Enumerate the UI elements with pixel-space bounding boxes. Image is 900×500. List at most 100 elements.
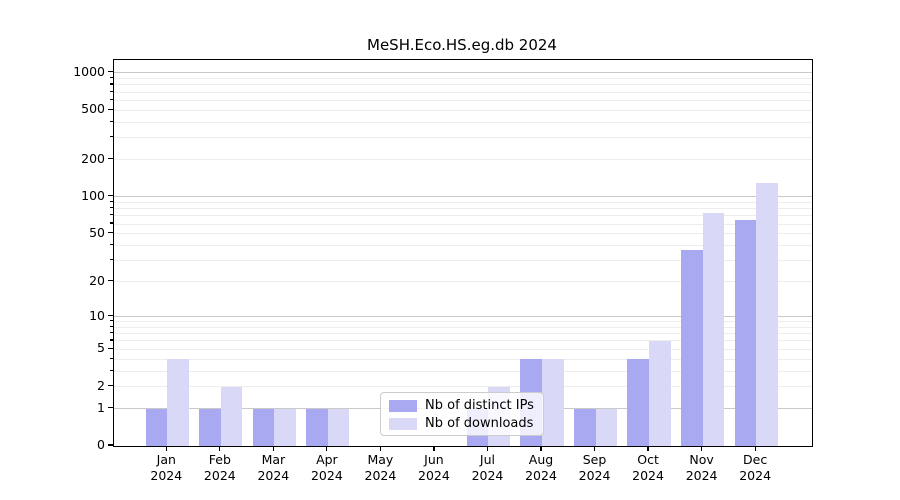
y-minor-tick xyxy=(110,83,113,85)
y-minor-gridline xyxy=(114,321,812,323)
y-minor-tick xyxy=(110,232,113,234)
y-minor-gridline xyxy=(114,215,812,217)
x-tick xyxy=(379,446,381,451)
y-minor-tick xyxy=(110,320,113,322)
y-minor-gridline xyxy=(114,91,812,93)
x-tick xyxy=(754,446,756,451)
y-minor-gridline xyxy=(114,386,812,388)
y-minor-tick xyxy=(110,347,113,349)
y-minor-tick xyxy=(110,222,113,224)
x-tick-label: Feb 2024 xyxy=(203,452,236,483)
y-minor-tick xyxy=(110,259,113,261)
bar-downloads xyxy=(327,408,350,446)
y-tick-label: 500 xyxy=(81,101,105,117)
y-tick xyxy=(108,406,113,409)
y-tick xyxy=(108,71,113,73)
x-tick-label: Sep 2024 xyxy=(578,452,611,483)
y-tick xyxy=(108,314,113,317)
x-tick-label: Dec 2024 xyxy=(739,452,772,483)
y-minor-gridline xyxy=(114,370,812,372)
x-tick-label: Jan 2024 xyxy=(150,452,183,483)
y-minor-tick xyxy=(110,369,113,371)
y-minor-gridline xyxy=(114,223,812,225)
y-minor-gridline xyxy=(114,233,812,235)
bar-distinct-ips xyxy=(681,249,703,446)
legend-item-downloads: Nb of downloads xyxy=(389,417,533,431)
bar-distinct-ips xyxy=(573,408,596,446)
x-tick-label: Jun 2024 xyxy=(418,452,450,483)
y-minor-gridline xyxy=(114,244,812,246)
y-tick-label: 20 xyxy=(89,272,105,288)
y-minor-gridline xyxy=(114,281,812,283)
y-tick-label: 0 xyxy=(97,437,105,452)
x-tick xyxy=(219,446,221,451)
legend-label-downloads: Nb of downloads xyxy=(425,416,534,431)
y-minor-tick xyxy=(110,214,113,216)
bar-downloads xyxy=(595,408,618,446)
y-minor-gridline xyxy=(114,260,812,262)
x-tick-label: May 2024 xyxy=(364,452,397,483)
y-tick-label: 10 xyxy=(89,307,105,323)
y-tick-label: 2 xyxy=(97,377,105,393)
bar-distinct-ips xyxy=(252,408,275,446)
x-tick-label: Jul 2024 xyxy=(471,452,504,483)
y-tick xyxy=(108,195,113,197)
bar-distinct-ips xyxy=(199,408,221,446)
x-tick xyxy=(326,446,328,451)
y-minor-tick xyxy=(110,108,113,110)
legend-swatch-downloads xyxy=(389,418,417,430)
y-minor-gridline xyxy=(114,121,812,123)
bar-downloads xyxy=(220,386,243,446)
y-tick-label: 100 xyxy=(81,187,105,203)
y-minor-gridline xyxy=(114,326,812,328)
y-minor-gridline xyxy=(114,348,812,350)
x-tick-label: Apr 2024 xyxy=(310,452,343,483)
y-minor-tick xyxy=(110,136,113,138)
y-minor-gridline xyxy=(114,333,812,335)
plot-area xyxy=(113,59,813,447)
legend: Nb of distinct IPs Nb of downloads xyxy=(380,392,544,436)
y-minor-gridline xyxy=(114,84,812,86)
x-tick-label: Mar 2024 xyxy=(257,452,290,483)
legend-swatch-distinct-ips xyxy=(389,400,417,412)
y-minor-tick xyxy=(110,120,113,122)
y-minor-gridline xyxy=(114,159,812,161)
y-minor-gridline xyxy=(114,340,812,342)
y-major-gridline xyxy=(114,316,812,318)
y-minor-gridline xyxy=(114,78,812,80)
bar-distinct-ips xyxy=(627,359,650,446)
y-minor-gridline xyxy=(114,109,812,111)
y-minor-tick xyxy=(110,280,113,282)
x-tick xyxy=(165,446,167,451)
y-minor-gridline xyxy=(114,201,812,203)
x-tick xyxy=(701,446,703,451)
y-minor-tick xyxy=(110,325,113,328)
bar-distinct-ips xyxy=(306,408,328,446)
y-tick-label: 1 xyxy=(97,399,105,415)
y-minor-tick xyxy=(110,385,113,387)
y-tick-label: 5 xyxy=(97,340,105,356)
bar-downloads xyxy=(542,359,564,446)
y-major-gridline xyxy=(114,72,812,74)
x-tick-label: Aug 2024 xyxy=(525,452,557,483)
y-minor-gridline xyxy=(114,208,812,210)
legend-label-distinct-ips: Nb of distinct IPs xyxy=(425,398,534,413)
y-minor-tick xyxy=(110,200,113,203)
y-minor-tick xyxy=(110,332,113,334)
y-minor-tick xyxy=(110,158,113,160)
y-minor-tick xyxy=(110,98,113,101)
y-tick-label: 200 xyxy=(81,150,105,166)
y-minor-gridline xyxy=(114,137,812,139)
x-tick xyxy=(433,446,435,451)
x-tick xyxy=(647,446,649,451)
y-tick-label: 50 xyxy=(89,224,105,240)
y-minor-tick xyxy=(110,243,113,246)
y-minor-tick xyxy=(110,207,113,209)
x-tick-label: Nov 2024 xyxy=(685,452,718,483)
x-tick xyxy=(540,446,542,451)
x-tick-label: Oct 2024 xyxy=(632,452,664,483)
y-minor-tick xyxy=(110,77,113,79)
chart-title: MeSH.Eco.HS.eg.db 2024 xyxy=(367,36,557,54)
legend-item-distinct-ips: Nb of distinct IPs xyxy=(389,399,534,413)
